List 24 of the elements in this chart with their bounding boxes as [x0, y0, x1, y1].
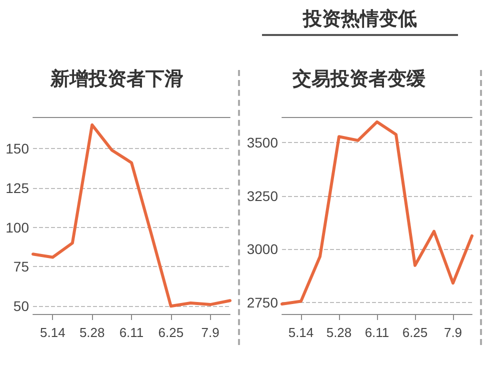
x-tick-label: 7.9 — [201, 325, 220, 340]
y-tick-label: 3500 — [246, 134, 278, 151]
x-tick-label: 6.25 — [402, 325, 428, 340]
x-tick-label: 6.25 — [158, 325, 184, 340]
line-series — [280, 120, 474, 306]
x-tick-label: 7.9 — [444, 325, 462, 340]
y-tick-label: 3000 — [246, 241, 278, 258]
x-tick-label: 5.14 — [40, 325, 66, 340]
y-tick-label: 100 — [6, 219, 30, 236]
x-tick-label: 6.11 — [364, 325, 390, 340]
y-tick-label: 3250 — [246, 188, 278, 204]
text: 投资热情变低 — [262, 6, 458, 36]
chart-title: 新增投资者下滑 — [49, 67, 184, 92]
y-tick-label: 125 — [6, 180, 30, 196]
y-tick-label: 2750 — [246, 294, 278, 310]
x-tick-label: 5.14 — [288, 325, 314, 340]
y-tick-label: 75 — [13, 258, 30, 275]
line-series — [32, 123, 232, 308]
x-tick-label: 5.28 — [326, 325, 352, 340]
y-tick-label: 150 — [6, 140, 30, 157]
chart-title: 交易投资者变缓 — [292, 67, 426, 92]
x-tick-label: 6.11 — [119, 325, 144, 340]
x-tick-label: 5.28 — [79, 325, 105, 340]
y-tick-label: 50 — [13, 298, 30, 314]
